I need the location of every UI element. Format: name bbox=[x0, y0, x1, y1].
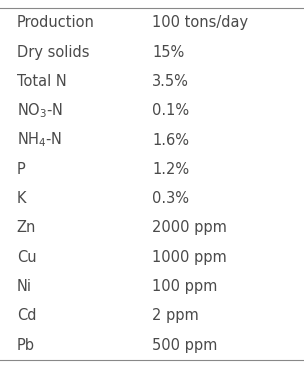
Text: 1.6%: 1.6% bbox=[152, 132, 189, 148]
Text: 100 ppm: 100 ppm bbox=[152, 279, 217, 294]
Text: Zn: Zn bbox=[17, 220, 36, 236]
Text: 500 ppm: 500 ppm bbox=[152, 338, 217, 353]
Text: NH$_4$-N: NH$_4$-N bbox=[17, 131, 62, 149]
Text: 1000 ppm: 1000 ppm bbox=[152, 250, 227, 265]
Text: 0.3%: 0.3% bbox=[152, 191, 189, 206]
Text: 2 ppm: 2 ppm bbox=[152, 308, 199, 323]
Text: 2000 ppm: 2000 ppm bbox=[152, 220, 227, 236]
Text: Cu: Cu bbox=[17, 250, 36, 265]
Text: 3.5%: 3.5% bbox=[152, 74, 189, 89]
Text: Total N: Total N bbox=[17, 74, 67, 89]
Text: 0.1%: 0.1% bbox=[152, 103, 189, 118]
Text: 1.2%: 1.2% bbox=[152, 162, 189, 177]
Text: Production: Production bbox=[17, 15, 95, 30]
Text: Cd: Cd bbox=[17, 308, 36, 323]
Text: 100 tons/day: 100 tons/day bbox=[152, 15, 248, 30]
Text: 15%: 15% bbox=[152, 45, 184, 60]
Text: NO$_3$-N: NO$_3$-N bbox=[17, 101, 63, 120]
Text: Pb: Pb bbox=[17, 338, 35, 353]
Text: K: K bbox=[17, 191, 26, 206]
Text: Ni: Ni bbox=[17, 279, 32, 294]
Text: Dry solids: Dry solids bbox=[17, 45, 89, 60]
Text: P: P bbox=[17, 162, 26, 177]
